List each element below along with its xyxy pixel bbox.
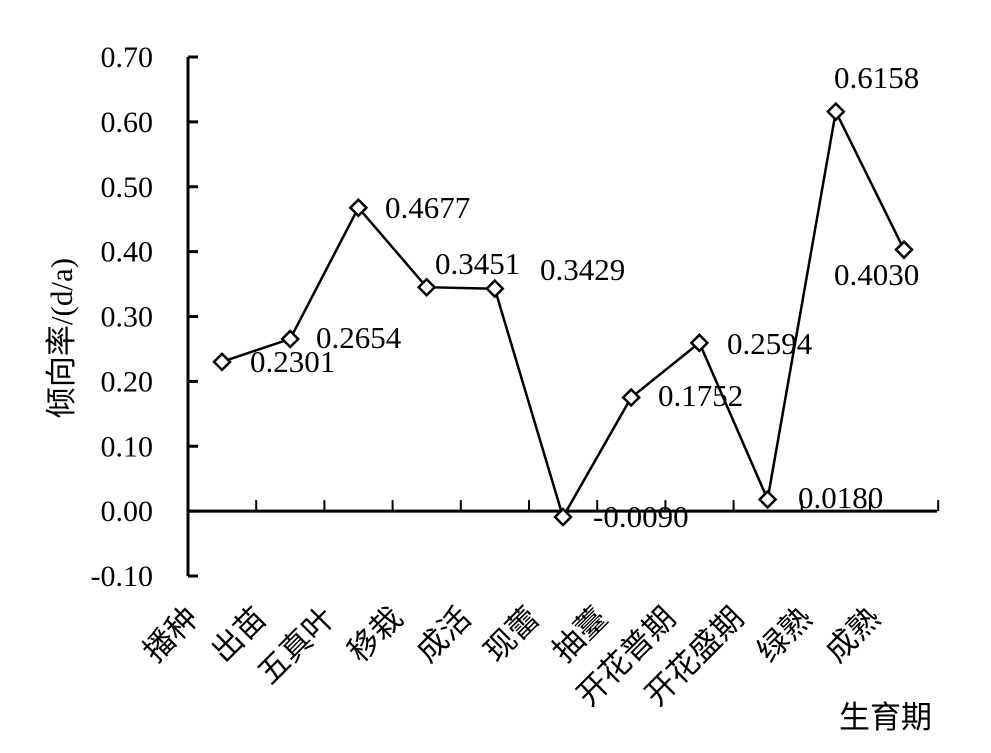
category-label: 移栽 bbox=[341, 600, 410, 669]
data-label: 0.4677 bbox=[385, 190, 470, 225]
y-axis: -0.10 0.00 0.10 0.20 0.30 0.40 0.50 0.60 0.70 bbox=[91, 41, 198, 593]
data-label: 0.2301 bbox=[250, 344, 335, 379]
data-point-marker bbox=[416, 277, 437, 298]
series bbox=[212, 101, 914, 527]
data-label: -0.0090 bbox=[593, 499, 689, 534]
y-tick-label: 0.00 bbox=[101, 495, 154, 528]
y-tick-label: 0.10 bbox=[101, 430, 154, 463]
series-line bbox=[221, 107, 906, 521]
data-point-marker bbox=[280, 329, 300, 349]
data-point-marker bbox=[757, 489, 778, 510]
data-point-marker bbox=[826, 101, 846, 122]
x-axis-title: 生育期 bbox=[839, 700, 932, 735]
data-point-marker bbox=[621, 387, 641, 408]
data-label: 0.4030 bbox=[834, 257, 919, 292]
data-point-marker bbox=[553, 507, 573, 527]
y-tick-label: 0.20 bbox=[101, 365, 154, 398]
category-label: 成活 bbox=[409, 600, 478, 669]
y-tick-label: -0.10 bbox=[91, 560, 154, 593]
data-label: 0.3451 bbox=[435, 246, 520, 281]
y-axis-title: 倾向率/(d/a) bbox=[44, 258, 79, 418]
category-label: 五真叶 bbox=[251, 600, 342, 691]
data-point-marker bbox=[689, 333, 710, 353]
data-label: 0.1752 bbox=[658, 378, 743, 413]
data-point-marker bbox=[894, 239, 914, 260]
data-label: 0.2654 bbox=[316, 320, 402, 355]
data-point-marker bbox=[485, 278, 505, 299]
data-point-marker bbox=[212, 352, 232, 372]
category-label: 成熟 bbox=[818, 600, 887, 669]
data-label: 0.2594 bbox=[727, 326, 813, 361]
y-tick-label: 0.70 bbox=[101, 41, 154, 74]
y-tick-label: 0.30 bbox=[101, 301, 154, 334]
y-tick-label: 0.60 bbox=[101, 106, 154, 139]
category-label: 绿熟 bbox=[750, 600, 819, 669]
y-tick-label: 0.50 bbox=[101, 171, 154, 204]
category-label: 现蕾 bbox=[477, 600, 546, 669]
data-label: 0.3429 bbox=[540, 252, 625, 287]
data-label: 0.0180 bbox=[798, 480, 883, 515]
y-tick-label: 0.40 bbox=[101, 236, 154, 269]
data-point-marker bbox=[348, 197, 369, 218]
category-label: 播种 bbox=[136, 600, 205, 669]
data-label: 0.6158 bbox=[834, 60, 919, 95]
